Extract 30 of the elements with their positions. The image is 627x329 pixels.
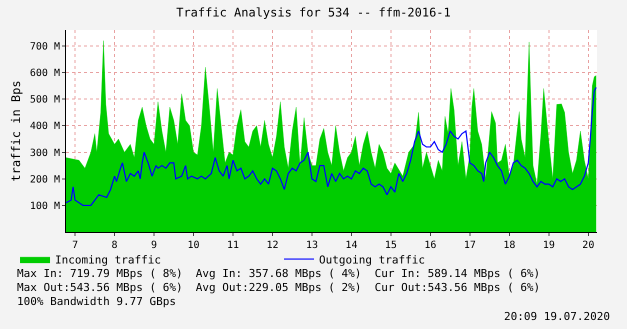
- x-tick-label: 20: [582, 240, 594, 251]
- x-tick-label: 8: [112, 240, 118, 251]
- text: Max Out:543.56 MBps ( 6%) Avg Out:229.05 MBps ( 2%) Cur Out:543.56 MBps ( 6%): [17, 281, 540, 294]
- y-tick-label: 700 M: [30, 41, 60, 52]
- y-tick-label: 400 M: [30, 121, 60, 132]
- x-tick-label: 16: [424, 240, 436, 251]
- y-tick-label: 500 M: [30, 94, 60, 106]
- x-tick-label: 19: [542, 240, 555, 251]
- x-tick-label: 17: [464, 240, 476, 251]
- y-tick-label: 200 M: [30, 174, 60, 186]
- line-series: [66, 86, 597, 206]
- chart-title: Traffic Analysis for 534 -- ffm-2016-1: [176, 6, 451, 20]
- x-tick-label: 7: [72, 240, 78, 251]
- x-tick-label: 11: [226, 240, 240, 251]
- legend-label: Incoming traffic: [55, 253, 161, 266]
- x-tick-label: 12: [266, 240, 279, 251]
- x-tick-label: 15: [384, 240, 397, 251]
- text: 20:09 19.07.2020: [504, 310, 610, 323]
- y-tick-label: 600 M: [30, 68, 60, 80]
- text: 100% Bandwidth 9.77 GBps: [17, 295, 176, 308]
- x-tick-label: 14: [345, 240, 358, 251]
- x-tick-label: 9: [151, 240, 158, 251]
- text: Max In: 719.79 MBps ( 8%) Avg In: 357.68 MBps ( 4%) Cur In: 589.14 MBps ( 6%): [17, 267, 540, 280]
- legend-label: Outgoing traffic: [319, 253, 425, 266]
- y-tick-label: 100 M: [30, 200, 60, 212]
- x-tick-label: 13: [306, 240, 318, 251]
- x-tick-label: 18: [503, 240, 516, 251]
- x-tick-label: 10: [187, 240, 200, 251]
- y-axis-title: traffic in Bps: [9, 80, 24, 182]
- y-tick-label: 300 M: [30, 148, 60, 159]
